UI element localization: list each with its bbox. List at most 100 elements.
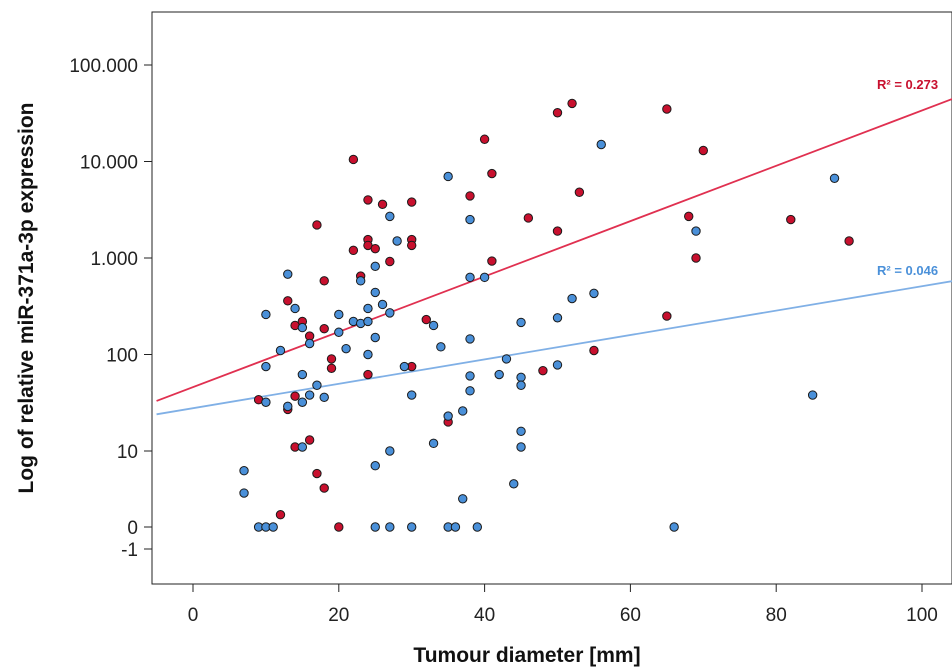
point-series-1	[348, 154, 359, 165]
point-series-2	[290, 303, 300, 314]
point-series-2	[691, 226, 701, 236]
x-tick-label: 100	[906, 605, 938, 626]
point-series-2	[304, 338, 315, 349]
point-series-1	[319, 276, 329, 286]
x-axis-ticks: 0 20 40 60 80 100	[188, 584, 938, 626]
point-series-2	[304, 390, 315, 400]
point-series-2	[596, 139, 606, 150]
point-series-2	[370, 332, 380, 343]
point-series-2	[261, 309, 271, 320]
point-series-2	[479, 272, 490, 283]
y-tick-label: -1	[121, 540, 138, 561]
point-series-2	[370, 287, 380, 298]
y-tick-label: 0	[127, 518, 138, 539]
point-series-1	[312, 220, 322, 230]
point-series-2	[472, 522, 483, 532]
point-series-1	[662, 104, 672, 114]
point-series-1	[574, 187, 585, 197]
point-series-1	[348, 245, 359, 256]
point-series-2	[385, 308, 395, 318]
point-series-2	[370, 261, 380, 272]
point-series-1	[377, 199, 388, 210]
point-series-2	[516, 426, 526, 437]
point-series-1	[312, 468, 322, 479]
point-series-1	[662, 311, 672, 321]
point-series-2	[458, 494, 468, 504]
r2-labels: R² = 0.273 R² = 0.046	[877, 77, 938, 278]
point-series-2	[363, 349, 373, 360]
point-series-1	[363, 369, 373, 380]
point-series-2	[283, 401, 293, 412]
y-tick-label: 100.000	[69, 56, 138, 77]
point-series-1	[421, 314, 431, 325]
point-series-2	[428, 438, 439, 449]
point-series-2	[355, 276, 366, 286]
point-series-2	[261, 397, 271, 407]
point-series-2	[297, 369, 308, 380]
point-series-1	[844, 236, 854, 246]
point-series-2	[458, 406, 468, 416]
point-series-1	[319, 483, 329, 493]
point-series-2	[370, 461, 380, 471]
point-series-1	[567, 98, 577, 109]
y-tick-label: 10	[117, 442, 138, 463]
y-tick-label: 100	[106, 346, 138, 367]
point-series-2	[392, 236, 402, 246]
point-series-1	[479, 134, 490, 144]
point-series-1	[370, 243, 380, 254]
point-series-1	[523, 213, 534, 223]
point-series-2	[363, 316, 373, 327]
point-series-2	[297, 397, 308, 407]
point-series-2	[465, 386, 475, 396]
point-series-1	[487, 168, 497, 179]
y-tick-label: 1.000	[90, 249, 138, 270]
y-axis-title: Log of relative miR-371a-3p expression	[15, 103, 38, 494]
point-series-2	[669, 522, 679, 532]
fit-line-series-1	[156, 98, 952, 402]
point-series-1	[385, 256, 395, 267]
point-series-1	[552, 108, 563, 118]
point-series-2	[465, 214, 475, 225]
point-series-2	[516, 442, 526, 452]
point-series-2	[509, 479, 519, 489]
point-series-1	[283, 296, 293, 306]
point-series-2	[567, 293, 577, 304]
r2-label-series-2: R² = 0.046	[877, 263, 938, 278]
point-series-2	[377, 299, 388, 310]
point-series-2	[319, 392, 329, 403]
x-tick-label: 0	[188, 605, 199, 626]
point-series-2	[239, 488, 249, 498]
point-series-2	[428, 320, 439, 331]
point-series-2	[516, 317, 526, 328]
point-series-1	[691, 253, 701, 263]
point-series-2	[275, 345, 286, 356]
point-series-2	[297, 442, 308, 452]
point-series-2	[465, 272, 475, 283]
point-series-2	[589, 288, 599, 299]
data-points	[239, 98, 854, 532]
r2-label-series-1: R² = 0.273	[877, 77, 938, 92]
point-series-1	[407, 240, 417, 251]
point-series-1	[319, 324, 329, 334]
point-series-2	[829, 173, 840, 183]
point-series-2	[552, 360, 563, 370]
point-series-2	[283, 269, 293, 279]
point-series-1	[786, 214, 796, 225]
point-series-1	[275, 510, 286, 520]
point-series-1	[363, 195, 373, 205]
x-tick-label: 40	[474, 605, 495, 626]
point-series-2	[385, 446, 395, 456]
y-tick-label: 10.000	[80, 153, 138, 174]
x-tick-label: 60	[620, 605, 641, 626]
point-series-2	[261, 361, 271, 372]
point-series-2	[334, 327, 344, 337]
point-series-1	[290, 391, 300, 401]
point-series-1	[326, 363, 337, 373]
point-series-2	[297, 322, 308, 333]
point-series-2	[385, 211, 395, 222]
point-series-2	[239, 466, 249, 476]
point-series-1	[326, 354, 337, 364]
point-series-1	[465, 191, 475, 201]
point-series-1	[304, 435, 315, 445]
